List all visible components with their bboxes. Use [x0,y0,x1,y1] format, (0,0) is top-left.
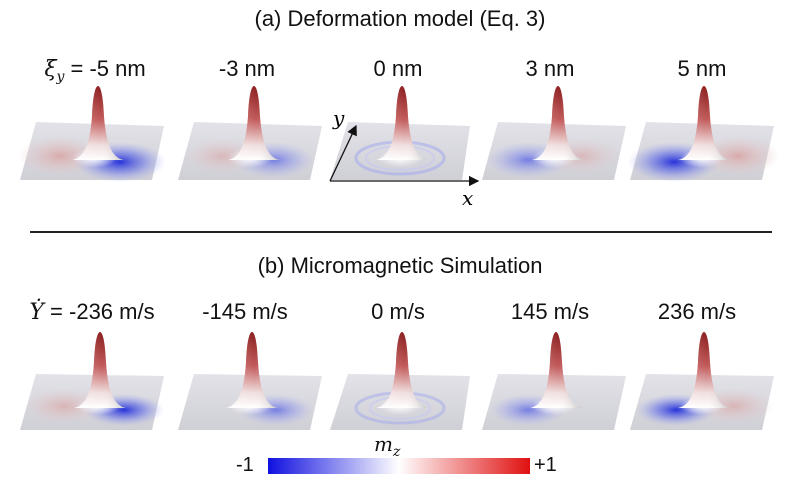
x-axis-label: x [462,186,473,210]
panel-b-title: (b) Micromagnetic Simulation [257,253,543,278]
skyrmion-tile-b4 [482,332,626,430]
panel-a-label-5: 5 nm [677,56,727,81]
panel-a-label-2: -3 nm [218,56,276,81]
panel-b-value-1: -236 m/s [69,299,155,324]
panel-divider [30,231,772,233]
panel-a-label-3: 0 nm [373,56,423,81]
colorbar [268,458,530,474]
param-symbol-ydot: Ẏ [29,300,44,325]
colorbar-label: mz [374,432,400,460]
axes-indicator: x y [329,106,480,210]
panel-b-label-4: 145 m/s [510,299,590,324]
colorbar-label-z: z [392,444,401,460]
skyrmion-tile-b3 [330,332,470,430]
skyrmion-tile-a3 [330,86,470,180]
panel-b-label-5: 236 m/s [657,299,737,324]
skyrmion-tile-a2 [178,86,322,180]
panel-a-title: (a) Deformation model (Eq. 3) [254,6,546,31]
skyrmion-tile-b5 [630,332,774,430]
skyrmion-tile-b1 [20,332,164,430]
panel-a-label-1: ξy = -5 nm [44,56,146,85]
panel-a-value-1: -5 nm [89,56,146,81]
y-axis-label: y [332,106,345,130]
skyrmion-tile-a1 [18,86,166,182]
panel-b-label-2: -145 m/s [202,299,288,324]
panel-b-label-3: 0 m/s [371,299,425,324]
colorbar-max-label: +1 [534,454,557,476]
skyrmion-tile-a4 [482,86,626,180]
y-axis-arrow [329,124,357,182]
param-subscript-y: y [56,69,65,85]
panel-b-label-1: Ẏ = -236 m/s [29,299,155,325]
panel-a-label-4: 3 nm [525,56,575,81]
param-symbol-xi: ξ [44,57,57,82]
colorbar-label-m: m [374,432,393,456]
skyrmion-tile-a5 [628,86,780,182]
skyrmion-tile-b2 [178,332,322,430]
colorbar-min-label: -1 [236,454,254,476]
